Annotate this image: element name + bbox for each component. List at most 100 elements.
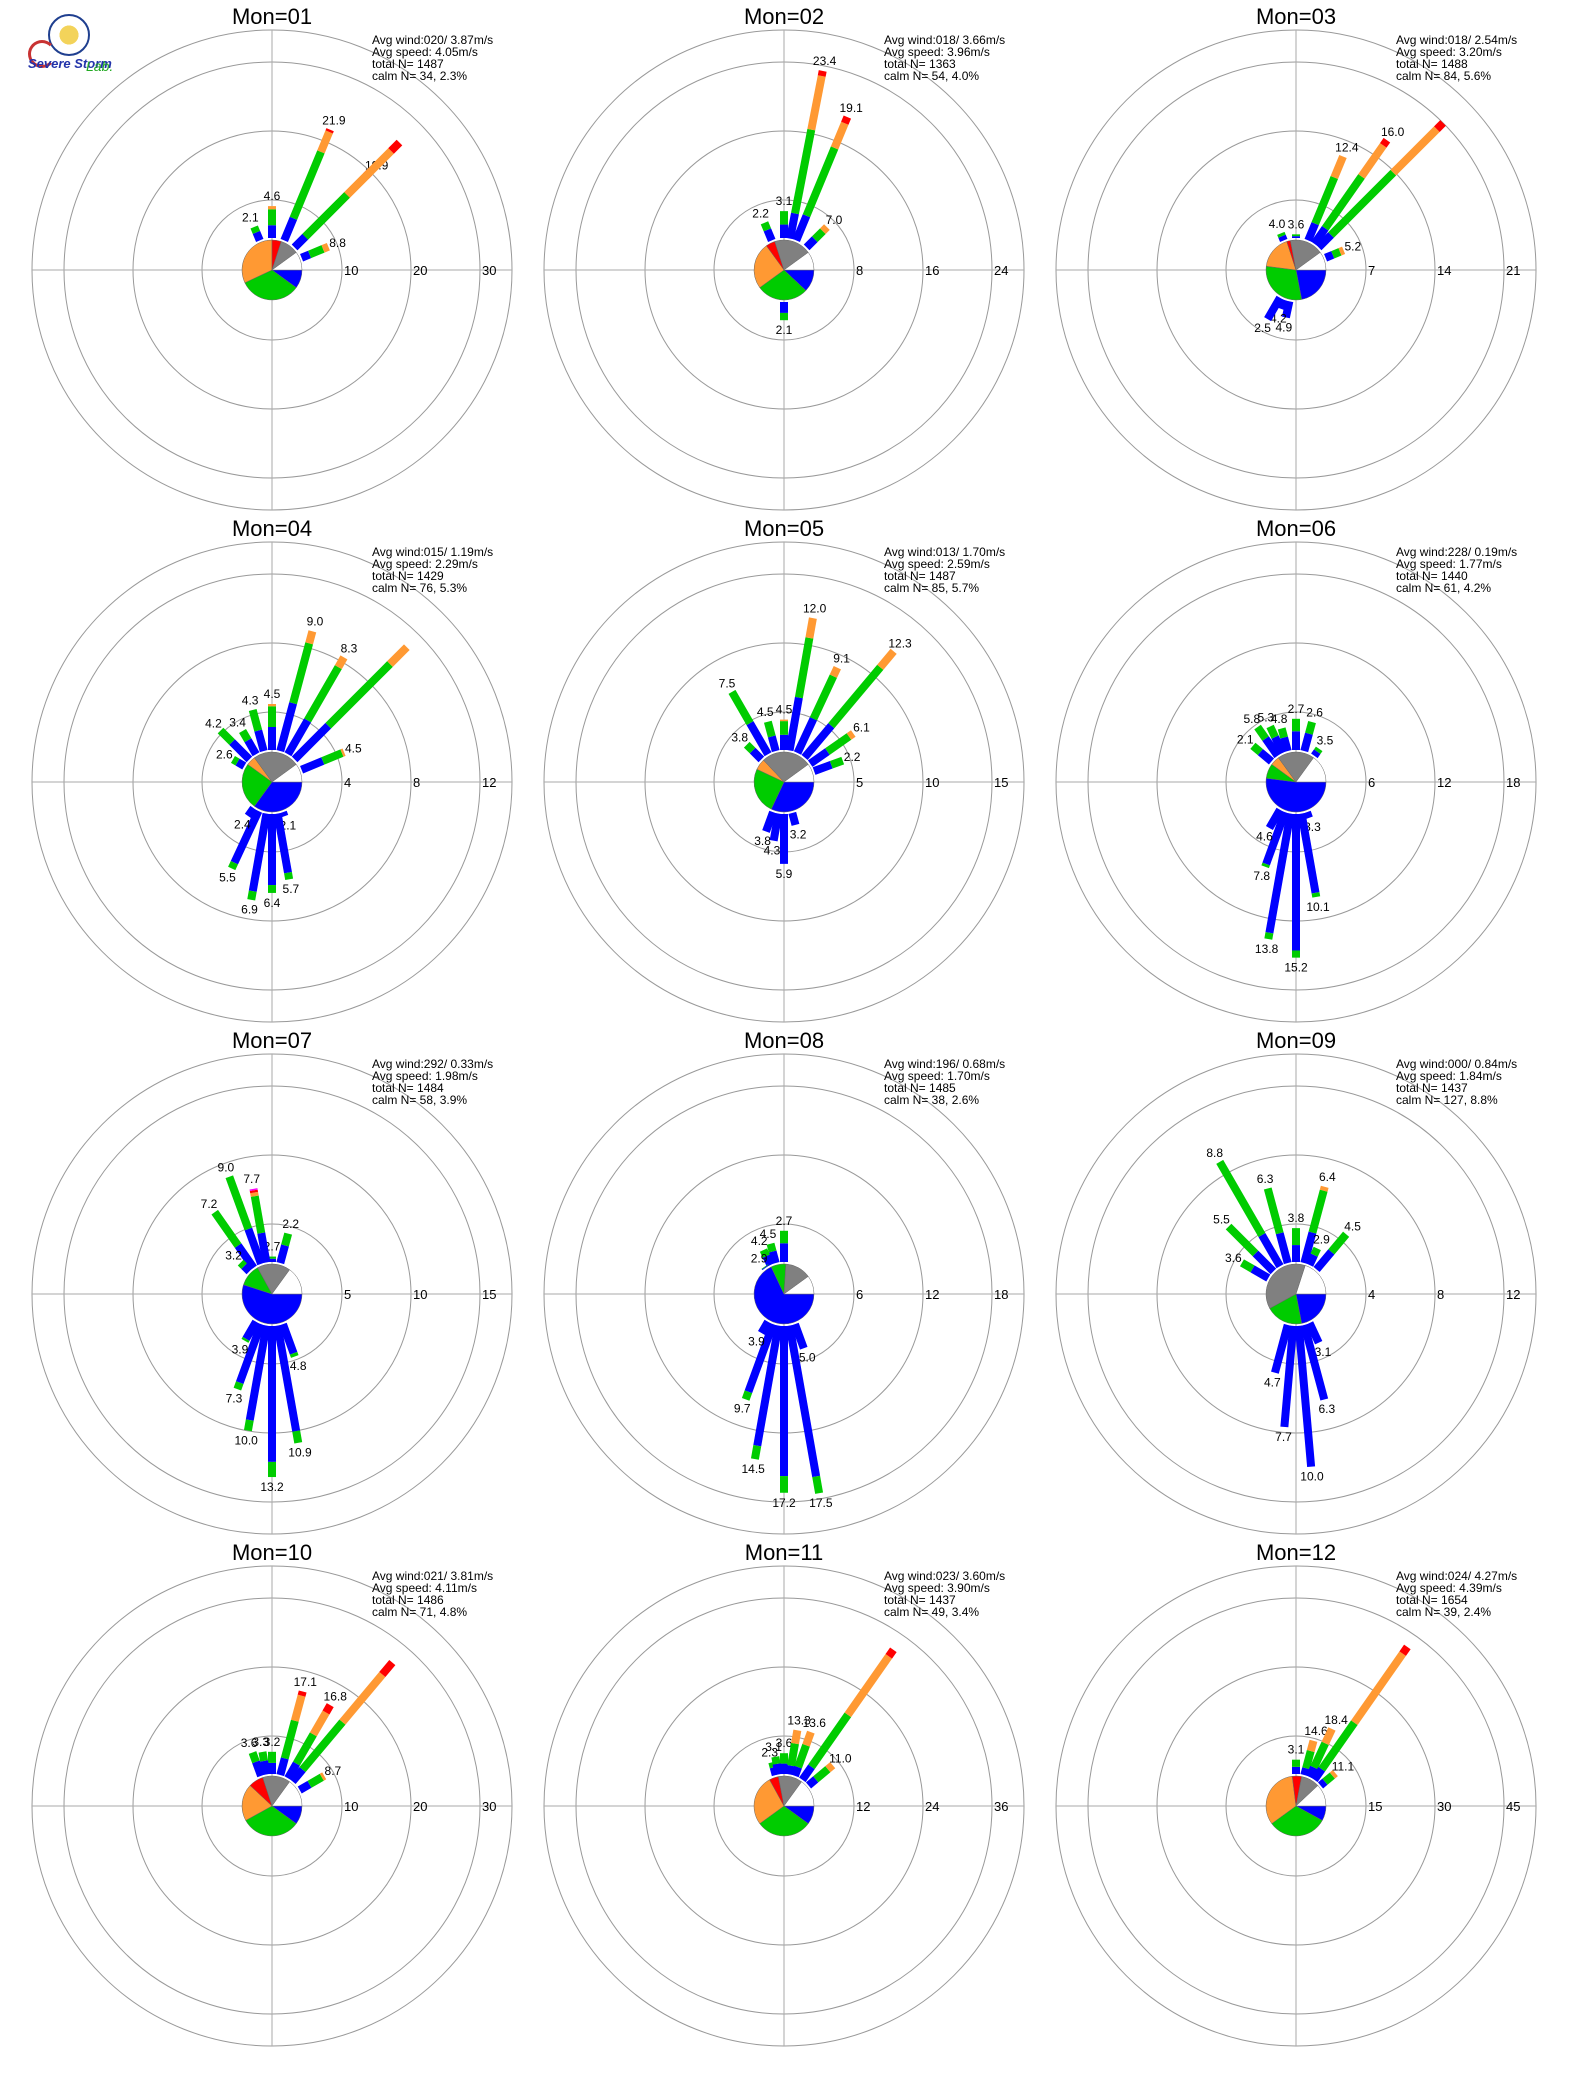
- petal-label: 9.0: [218, 1160, 235, 1174]
- pie-slice-white: [1295, 757, 1327, 783]
- petal-bar: [321, 242, 330, 253]
- ring-tick-label: 16: [925, 263, 939, 278]
- petal-bar: [1305, 721, 1316, 735]
- ring-tick-label: 5: [856, 775, 863, 790]
- petal-bar: [233, 1381, 244, 1391]
- petal-bar: [250, 1191, 259, 1197]
- pie-slice-gray: [1278, 751, 1314, 783]
- ring-tick-label: 10: [413, 1287, 427, 1302]
- ring-tick-label: 20: [413, 1799, 427, 1814]
- petal-bar: [841, 115, 852, 125]
- petal-bar: [1304, 222, 1319, 242]
- petal-bar: [243, 1419, 254, 1432]
- petal-bar: [248, 812, 271, 892]
- petal-bar: [229, 739, 253, 763]
- petal-bar: [780, 1230, 788, 1244]
- petal-bar: [844, 1654, 893, 1718]
- petal-bar: [793, 717, 818, 755]
- petal-bar: [235, 1322, 265, 1384]
- petal-label: 13.6: [803, 1716, 827, 1730]
- pie-slice-green: [759, 1805, 809, 1837]
- petal-bar: [325, 128, 334, 134]
- petal-label: 3.2: [790, 828, 807, 842]
- petal-bar: [268, 727, 276, 750]
- petal-bar: [241, 1336, 250, 1343]
- petal-bar: [1265, 812, 1295, 934]
- petal-bar: [248, 708, 263, 732]
- rose-title: Mon=12: [1256, 1540, 1336, 1565]
- petal-bar: [803, 236, 818, 251]
- petal-bar: [1254, 724, 1269, 741]
- petal-label: 13.8: [1255, 942, 1279, 956]
- petal-bar: [766, 1242, 777, 1253]
- petal-bar: [805, 617, 817, 639]
- petal-bar: [244, 1227, 265, 1266]
- petal-bar: [801, 723, 835, 761]
- petal-bar: [1225, 1223, 1259, 1257]
- petal-bar: [289, 1767, 306, 1785]
- rose-title: Mon=11: [745, 1540, 823, 1565]
- petal-bar: [1321, 174, 1365, 231]
- pie-slice-green: [241, 764, 273, 807]
- rose-title: Mon=05: [744, 516, 824, 541]
- petal-label: 17.1: [294, 1675, 318, 1689]
- petal-label: 17.5: [809, 1496, 833, 1510]
- petal-bar: [1319, 1185, 1329, 1192]
- petal-bar: [273, 1324, 301, 1432]
- petal-bar: [281, 1232, 293, 1247]
- petal-bar: [1310, 1246, 1321, 1257]
- petal-bar: [825, 1762, 836, 1773]
- petal-bar: [1329, 1769, 1338, 1779]
- petal-label: 18.4: [1324, 1713, 1348, 1727]
- petal-bar: [761, 1264, 769, 1271]
- petal-bar: [780, 1753, 788, 1764]
- petal-bar: [1216, 1159, 1266, 1237]
- pie-slice-white: [783, 252, 815, 271]
- petal-bar: [302, 192, 350, 240]
- petal-label: 2.4: [234, 817, 251, 831]
- pie-slice-green: [1269, 1293, 1302, 1325]
- ring-tick-label: 24: [925, 1799, 939, 1814]
- petal-bar: [820, 224, 830, 234]
- petal-bar: [1292, 1245, 1300, 1262]
- pie-slice-gray: [774, 239, 809, 271]
- pie-slice-gray: [1265, 1263, 1306, 1309]
- stats-line: total N= 1437: [1396, 1081, 1468, 1095]
- petal-bar: [1262, 810, 1289, 866]
- petal-bar: [786, 212, 799, 240]
- petal-label: 4.5: [264, 687, 281, 701]
- petal-bar: [230, 809, 263, 865]
- stats-line: Avg wind:228/ 0.19m/s: [1396, 545, 1517, 559]
- petal-bar: [289, 642, 314, 705]
- petal-bar: [830, 121, 849, 150]
- petal-bar: [309, 1710, 330, 1737]
- pie-slice-blue: [753, 1266, 815, 1325]
- petal-label: 9.0: [307, 615, 324, 629]
- petal-bar: [791, 1765, 802, 1778]
- petal-label: 3.1: [1315, 1345, 1332, 1359]
- petal-bar: [1277, 727, 1288, 739]
- petal-label: 4.3: [242, 693, 259, 707]
- petal-bar: [791, 128, 816, 215]
- petal-label: 4.9: [1275, 320, 1292, 334]
- petal-label: 6.9: [241, 903, 258, 917]
- stats-line: calm N= 71, 4.8%: [372, 1605, 467, 1619]
- petal-bar: [1318, 1720, 1358, 1772]
- petal-bar: [1331, 248, 1342, 259]
- petal-bar: [1306, 1739, 1318, 1753]
- stats-line: Avg wind:013/ 1.70m/s: [884, 545, 1005, 559]
- petal-label: 9.7: [734, 1402, 751, 1416]
- petal-label: 4.6: [264, 189, 281, 203]
- petal-bar: [300, 250, 312, 262]
- petal-bar: [1297, 812, 1320, 894]
- petal-label: 3.3: [252, 1735, 269, 1749]
- petal-bar: [244, 738, 260, 757]
- petal-bar: [254, 729, 268, 753]
- rose-title: Mon=07: [232, 1028, 312, 1053]
- petal-bar: [344, 148, 394, 198]
